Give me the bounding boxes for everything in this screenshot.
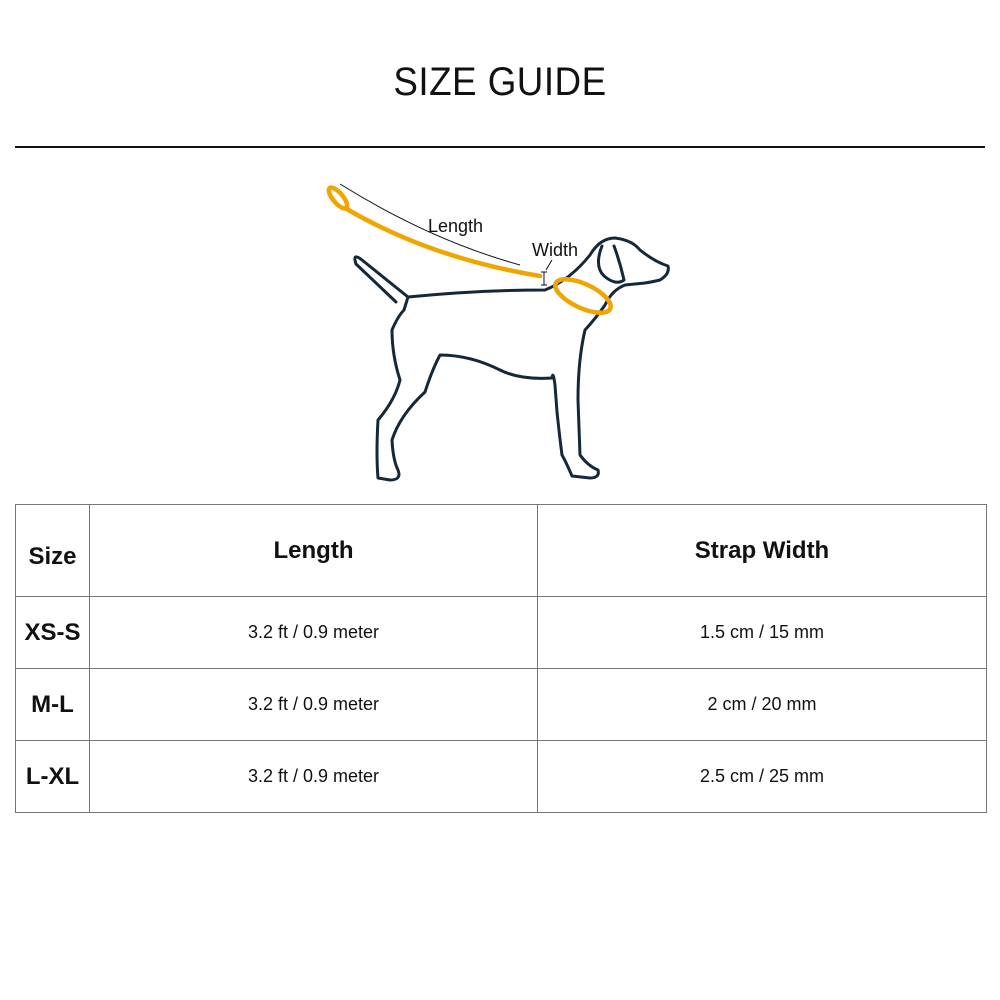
- length-indicator-line: [339, 183, 521, 266]
- dog-leash-illustration: Length Width: [326, 183, 670, 482]
- table-header-row: Size Length Strap Width: [15, 504, 987, 597]
- collar: [553, 277, 613, 315]
- dog-ear: [597, 244, 626, 284]
- length-cell: 3.2 ft / 0.9 meter: [89, 596, 538, 669]
- leash-strap: [342, 205, 543, 279]
- table-row: L-XL 3.2 ft / 0.9 meter 2.5 cm / 25 mm: [15, 740, 987, 813]
- width-indicator-bracket: [541, 259, 553, 286]
- width-cell: 1.5 cm / 15 mm: [537, 596, 987, 669]
- divider: [15, 146, 985, 148]
- length-label: Length: [428, 216, 483, 236]
- header-strap-width: Strap Width: [537, 504, 987, 597]
- table-row: M-L 3.2 ft / 0.9 meter 2 cm / 20 mm: [15, 668, 987, 741]
- dog-body-outline: [375, 236, 670, 482]
- size-cell: L-XL: [15, 740, 90, 813]
- header-size: Size: [15, 504, 90, 597]
- size-table: Size Length Strap Width XS-S 3.2 ft / 0.…: [15, 504, 987, 813]
- length-cell: 3.2 ft / 0.9 meter: [89, 740, 538, 813]
- width-cell: 2.5 cm / 25 mm: [537, 740, 987, 813]
- header-length: Length: [89, 504, 538, 597]
- dog-tail: [353, 255, 410, 304]
- width-label: Width: [532, 240, 578, 260]
- size-cell: XS-S: [15, 596, 90, 669]
- width-cell: 2 cm / 20 mm: [537, 668, 987, 741]
- page-title: SIZE GUIDE: [393, 60, 607, 104]
- size-cell: M-L: [15, 668, 90, 741]
- length-cell: 3.2 ft / 0.9 meter: [89, 668, 538, 741]
- table-row: XS-S 3.2 ft / 0.9 meter 1.5 cm / 15 mm: [15, 596, 987, 669]
